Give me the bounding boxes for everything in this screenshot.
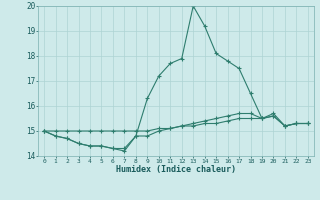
X-axis label: Humidex (Indice chaleur): Humidex (Indice chaleur) (116, 165, 236, 174)
